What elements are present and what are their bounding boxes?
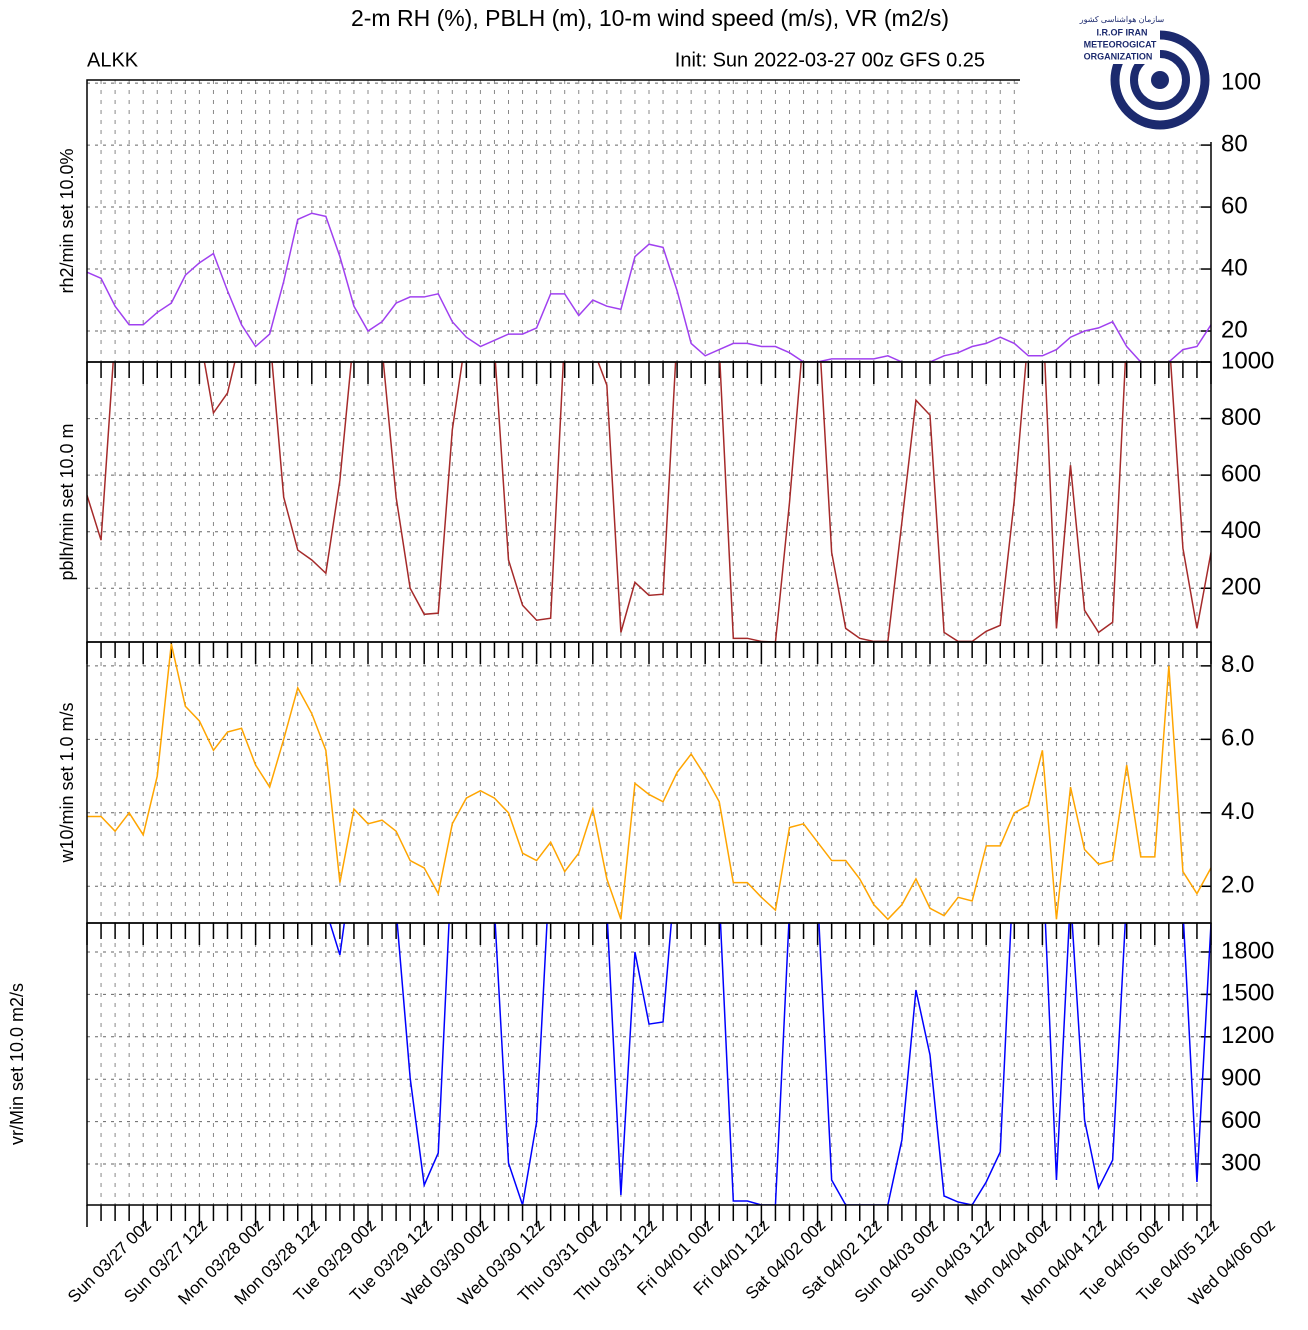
y-tick-label: 80 <box>1221 130 1248 157</box>
y-axis-label: rh2/min set 10.0% <box>57 148 77 293</box>
y-tick-label: 1200 <box>1221 1022 1274 1049</box>
y-tick-label: 800 <box>1221 404 1261 431</box>
y-tick-label: 8.0 <box>1221 651 1254 678</box>
data-line <box>87 643 1211 921</box>
init-info: Init: Sun 2022-03-27 00z GFS 0.25 <box>675 49 985 71</box>
y-tick-label: 2.0 <box>1221 872 1254 899</box>
data-line <box>87 362 1211 642</box>
y-axis-label: w10/min set 1.0 m/s <box>57 702 77 863</box>
y-tick-label: 100 <box>1221 68 1261 95</box>
y-tick-label: 20 <box>1221 316 1248 343</box>
data-line <box>87 212 1211 362</box>
logo-text: METEOROGICAT <box>1084 39 1157 49</box>
chart-title: 2-m RH (%), PBLH (m), 10-m wind speed (m… <box>351 5 949 31</box>
logo-text: I.R.OF IRAN <box>1097 27 1148 37</box>
y-tick-label: 200 <box>1221 574 1261 601</box>
data-line <box>329 923 1211 1205</box>
y-tick-label: 6.0 <box>1221 725 1254 752</box>
y-tick-label: 600 <box>1221 460 1261 487</box>
y-tick-label: 900 <box>1221 1065 1261 1092</box>
y-tick-label: 300 <box>1221 1149 1261 1176</box>
plot-layer: 20 40 60 80 100 rh2/min set 10.0% 200 400 600 800… <box>7 68 1279 1309</box>
y-axis-label: vr/Min set 10.0 m2/s <box>7 983 27 1145</box>
y-tick-label: 400 <box>1221 517 1261 544</box>
station: ALKK <box>87 49 139 71</box>
y-tick-label: 60 <box>1221 192 1248 219</box>
y-tick-label: 1500 <box>1221 980 1274 1007</box>
y-tick-label: 4.0 <box>1221 798 1254 825</box>
logo-text: سازمان هواشناسی کشور <box>1079 15 1165 24</box>
logo: سازمان هواشناسی کشور I.R.OF IRAN METEORO… <box>1020 0 1216 142</box>
logo-text: ORGANIZATION <box>1084 51 1153 61</box>
y-tick-label: 1000 <box>1221 347 1274 374</box>
y-tick-label: 40 <box>1221 254 1248 281</box>
y-tick-label: 1800 <box>1221 937 1274 964</box>
y-tick-label: 600 <box>1221 1107 1261 1134</box>
y-axis-label: pblh/min set 10.0 m <box>57 423 77 580</box>
logo-text-bg <box>1050 12 1160 64</box>
logo-core <box>1151 71 1169 89</box>
